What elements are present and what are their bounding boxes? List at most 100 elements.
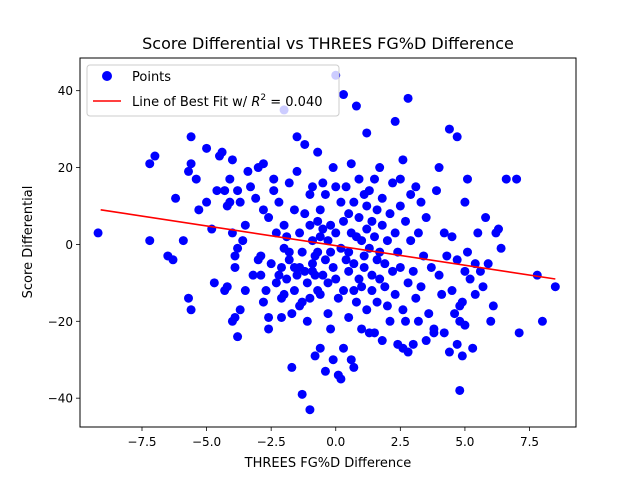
legend: Points Line of Best Fit w/ R2 = 0.040 (86, 64, 340, 117)
data-point (284, 178, 294, 188)
data-point (344, 247, 354, 257)
data-point (457, 297, 467, 307)
x-tick-label: −2.5 (257, 435, 286, 449)
data-point (354, 274, 364, 284)
data-point (279, 220, 289, 230)
legend-line-label-sup: 2 (260, 93, 266, 103)
data-point (168, 255, 178, 265)
data-point (287, 362, 297, 372)
data-point (282, 232, 292, 242)
data-point (390, 228, 400, 238)
x-axis-ticks: −7.5 −5.0 −2.5 0.0 2.5 5.0 7.5 (127, 427, 539, 449)
data-point (235, 305, 245, 315)
data-point (227, 155, 237, 165)
data-point (186, 305, 196, 315)
data-point (323, 236, 333, 246)
legend-line-label: Line of Best Fit w/ R2 = 0.040 (132, 93, 322, 110)
legend-box (86, 64, 340, 117)
data-point (537, 316, 547, 326)
data-point (501, 174, 511, 184)
data-point (320, 366, 330, 376)
data-point (233, 186, 243, 196)
data-point (351, 101, 361, 111)
data-point (341, 255, 351, 265)
plot-area (79, 57, 577, 428)
data-point (287, 309, 297, 319)
data-point (421, 336, 431, 346)
data-point (331, 182, 341, 192)
data-point (222, 282, 232, 292)
data-point (434, 163, 444, 173)
data-point (354, 213, 364, 223)
data-point (264, 213, 274, 223)
data-point (282, 274, 292, 284)
data-point (349, 259, 359, 269)
data-point (305, 293, 315, 303)
data-point (370, 174, 379, 184)
data-point (243, 166, 253, 176)
data-point (447, 232, 457, 242)
data-point (514, 328, 524, 338)
data-point (171, 193, 181, 203)
data-point (372, 297, 382, 307)
data-point (429, 328, 439, 338)
data-point (483, 259, 493, 269)
data-point (326, 247, 336, 257)
points-layer (93, 70, 560, 415)
data-point (318, 224, 328, 234)
data-point (439, 328, 449, 338)
data-point (406, 236, 416, 246)
x-tick-label: 5.0 (455, 435, 474, 449)
data-point (351, 297, 361, 307)
data-point (271, 228, 281, 238)
legend-line-label-suffix: = 0.040 (266, 95, 322, 110)
data-point (295, 228, 305, 238)
data-point (354, 174, 364, 184)
data-point (444, 347, 454, 357)
data-point (261, 286, 271, 296)
data-point (401, 316, 410, 326)
data-point (209, 278, 219, 288)
data-point (271, 278, 281, 288)
data-point (375, 274, 385, 284)
data-point (382, 301, 392, 311)
data-point (444, 124, 454, 134)
data-point (313, 216, 323, 226)
data-point (439, 228, 449, 238)
data-point (150, 151, 160, 161)
data-point (372, 255, 382, 265)
data-point (367, 270, 377, 280)
data-point (434, 270, 444, 280)
data-point (398, 155, 408, 165)
data-point (202, 197, 212, 207)
data-point (93, 228, 103, 238)
data-point (481, 213, 491, 223)
data-point (202, 143, 212, 153)
data-point (233, 243, 243, 253)
data-point (411, 182, 421, 192)
data-point (292, 166, 302, 176)
data-point (230, 312, 240, 322)
data-point (264, 312, 274, 322)
data-point (465, 274, 475, 284)
data-point (326, 324, 336, 334)
data-point (473, 228, 483, 238)
data-point (375, 163, 385, 173)
data-point (367, 216, 377, 226)
data-point (313, 147, 323, 157)
data-point (424, 309, 434, 319)
data-point (225, 174, 235, 184)
data-point (346, 355, 356, 365)
data-point (233, 332, 243, 342)
data-point (403, 278, 413, 288)
data-point (289, 286, 299, 296)
data-point (380, 259, 390, 269)
data-point (339, 90, 348, 100)
data-point (390, 116, 400, 126)
data-point (385, 316, 395, 326)
data-point (341, 182, 351, 192)
data-point (478, 282, 488, 292)
data-point (251, 193, 261, 203)
data-point (455, 385, 465, 395)
data-point (452, 339, 462, 349)
